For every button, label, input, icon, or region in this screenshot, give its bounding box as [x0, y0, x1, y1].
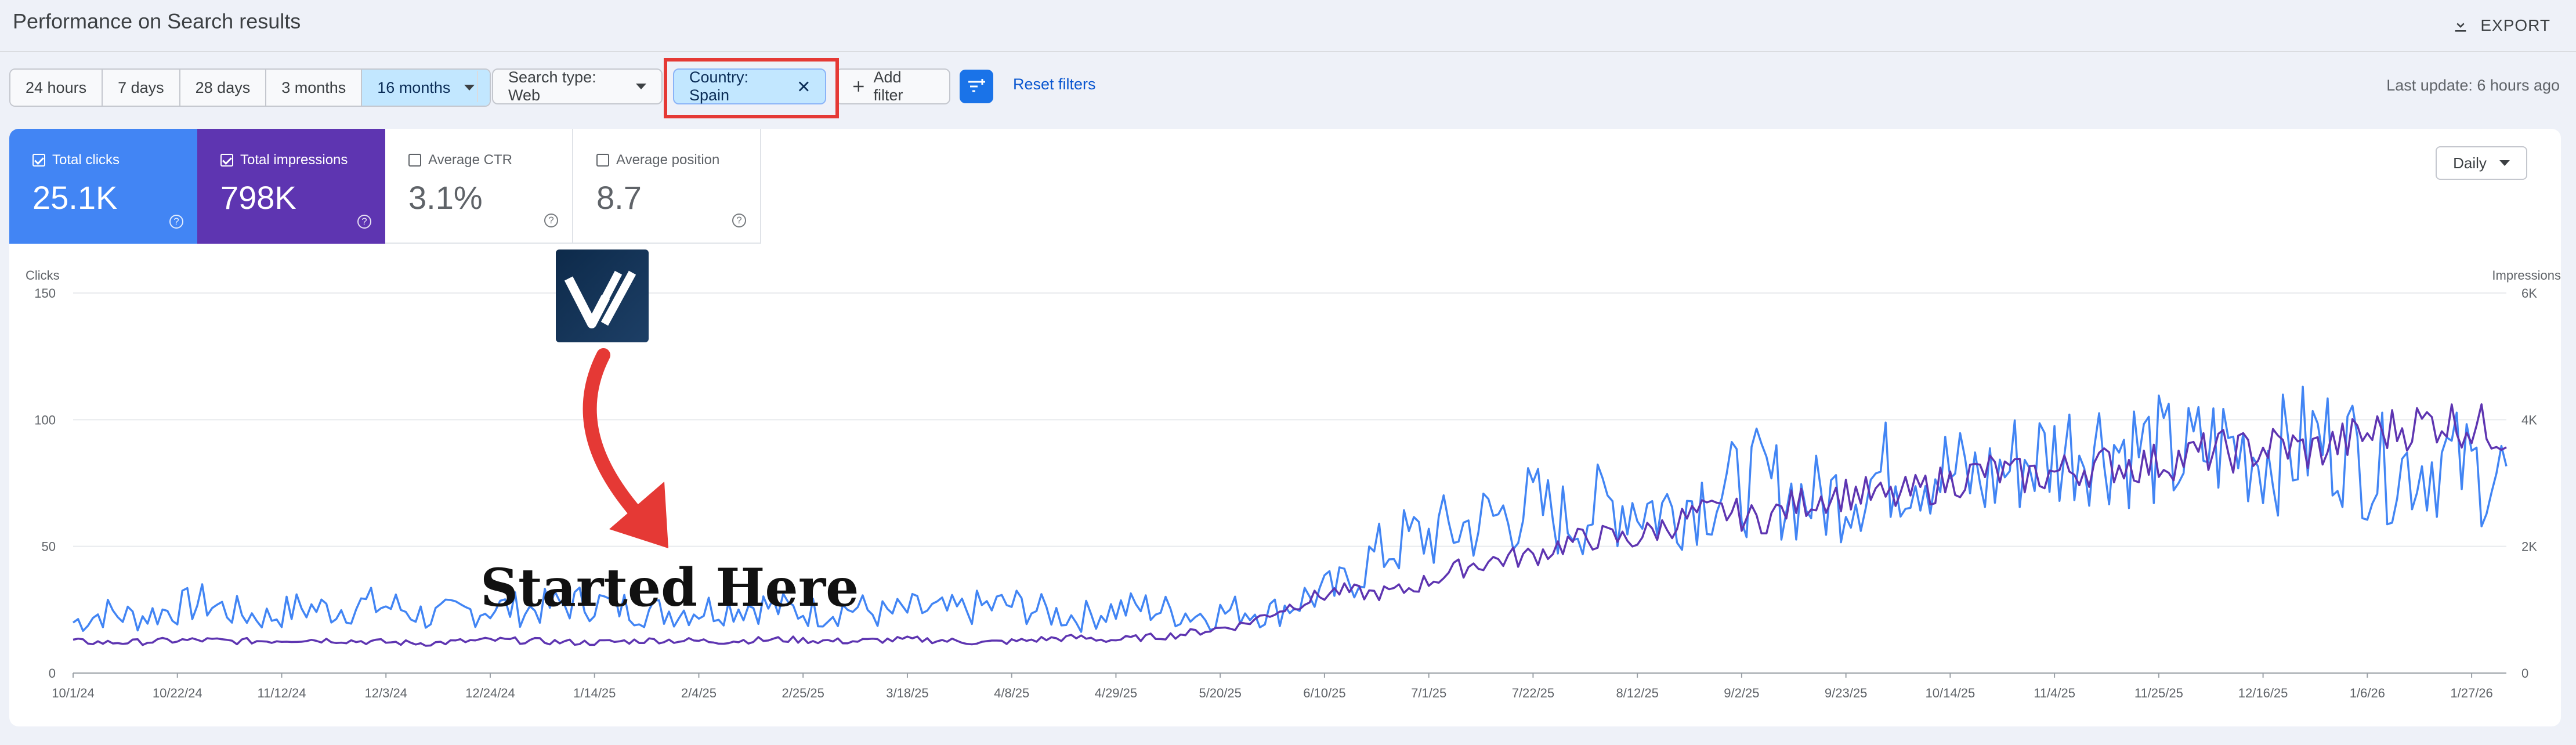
x-tick-label: 1/27/26 — [2450, 686, 2492, 700]
range-28-days[interactable]: 28 days — [180, 70, 267, 106]
y-left-tick-label: 150 — [34, 286, 56, 301]
annotation-text: Started Here — [480, 557, 859, 619]
download-icon — [2455, 17, 2466, 32]
x-tick-label: 10/14/25 — [1926, 686, 1976, 700]
brand-logo — [556, 249, 649, 342]
help-icon[interactable]: ? — [732, 214, 746, 227]
x-tick-label: 2/4/25 — [681, 686, 717, 700]
filter-list-icon — [968, 79, 985, 92]
clicks-series-line — [72, 385, 2508, 633]
range-7-days[interactable]: 7 days — [103, 70, 180, 106]
x-tick-label: 12/24/24 — [465, 686, 515, 700]
x-tick-label: 9/2/25 — [1724, 686, 1759, 700]
x-tick-label: 7/22/25 — [1512, 686, 1554, 700]
y-right-tick-label: 6K — [2521, 286, 2537, 301]
add-filter-button[interactable]: Add filter — [835, 68, 950, 104]
range-24-hours[interactable]: 24 hours — [10, 70, 103, 106]
chevron-down-icon — [636, 84, 646, 89]
x-tick-label: 9/23/25 — [1825, 686, 1867, 700]
divider — [477, 71, 478, 102]
x-tick-label: 8/12/25 — [1616, 686, 1658, 700]
metric-value: 798K — [220, 179, 296, 216]
page-title: Performance on Search results — [13, 9, 301, 33]
granularity-select[interactable]: Daily — [2436, 146, 2527, 180]
metric-label: Average position — [616, 152, 720, 168]
impressions-series-line — [73, 403, 2507, 647]
country-filter-label: Country: Spain — [689, 68, 749, 104]
metric-average-position[interactable]: Average position 8.7 ? — [573, 129, 761, 244]
metric-label: Total impressions — [240, 152, 348, 168]
reset-filters-link[interactable]: Reset filters — [1013, 75, 1096, 93]
metric-total-impressions[interactable]: Total impressions 798K ? — [197, 129, 385, 244]
filter-settings-button[interactable] — [960, 70, 993, 103]
range-16-months[interactable]: 16 months — [362, 70, 490, 106]
range-16-months-label: 16 months — [377, 79, 451, 96]
x-tick-label: 11/12/24 — [257, 686, 306, 700]
chevron-down-icon — [2499, 160, 2510, 166]
y-left-tick-label: 100 — [34, 413, 56, 427]
x-tick-label: 4/8/25 — [994, 686, 1029, 700]
range-3-months[interactable]: 3 months — [266, 70, 363, 106]
metric-label: Average CTR — [428, 152, 512, 168]
search-type-label: Search type: Web — [508, 68, 596, 104]
x-tick-label: 12/16/25 — [2238, 686, 2288, 700]
chevron-down-icon — [464, 85, 475, 91]
y-right-tick-label: 2K — [2521, 540, 2537, 554]
help-icon[interactable]: ? — [357, 215, 371, 229]
x-tick-label: 11/25/25 — [2134, 686, 2183, 700]
performance-card: Total clicks 25.1K ? Total impressions 7… — [9, 129, 2561, 726]
y-left-axis-title: Clicks — [26, 268, 60, 283]
x-tick-label: 1/14/25 — [573, 686, 616, 700]
search-type-filter[interactable]: Search type: Web — [492, 68, 663, 104]
y-left-tick-label: 0 — [49, 666, 56, 681]
x-tick-label: 4/29/25 — [1095, 686, 1137, 700]
checkbox-icon[interactable] — [408, 154, 421, 167]
metric-total-clicks[interactable]: Total clicks 25.1K ? — [9, 129, 197, 244]
x-tick-label: 3/18/25 — [886, 686, 928, 700]
annotation-arrow — [583, 348, 668, 548]
x-tick-label: 1/6/26 — [2350, 686, 2385, 700]
country-filter-chip[interactable]: Country: Spain — [673, 68, 826, 104]
y-right-tick-label: 0 — [2521, 666, 2528, 681]
y-left-tick-label: 50 — [42, 540, 56, 554]
x-tick-label: 5/20/25 — [1199, 686, 1241, 700]
x-tick-label: 11/4/25 — [2034, 686, 2075, 700]
x-tick-label: 12/3/24 — [365, 686, 407, 700]
x-tick-label: 10/22/24 — [153, 686, 202, 700]
add-filter-label: Add filter — [873, 68, 903, 104]
help-icon[interactable]: ? — [169, 215, 183, 229]
granularity-label: Daily — [2453, 154, 2487, 172]
metric-value: 8.7 — [596, 179, 642, 216]
export-button[interactable]: EXPORT — [2451, 8, 2550, 43]
metric-average-ctr[interactable]: Average CTR 3.1% ? — [385, 129, 573, 244]
x-tick-label: 7/1/25 — [1411, 686, 1446, 700]
checkbox-icon[interactable] — [32, 154, 45, 167]
metric-value: 3.1% — [408, 179, 483, 216]
top-bar: Performance on Search results EXPORT — [0, 0, 2576, 52]
export-label: EXPORT — [2480, 16, 2550, 34]
plus-icon — [853, 81, 864, 92]
checkbox-icon[interactable] — [220, 154, 233, 167]
x-tick-label: 2/25/25 — [782, 686, 824, 700]
x-tick-label: 6/10/25 — [1303, 686, 1345, 700]
metric-value: 25.1K — [32, 179, 118, 216]
help-icon[interactable]: ? — [544, 214, 558, 227]
annotation-highlight-box — [664, 58, 839, 118]
checkbox-icon[interactable] — [596, 154, 609, 167]
date-range-selector: 24 hours 7 days 28 days 3 months 16 mont… — [9, 68, 491, 107]
y-right-tick-label: 4K — [2521, 413, 2537, 427]
last-update-text: Last update: 6 hours ago — [2386, 77, 2560, 94]
filter-bar: 24 hours 7 days 28 days 3 months 16 mont… — [0, 68, 2576, 107]
y-right-axis-title: Impressions — [2492, 268, 2561, 283]
metric-label: Total clicks — [52, 152, 120, 168]
logo-mark-icon — [564, 270, 636, 328]
close-icon[interactable] — [798, 80, 810, 93]
x-tick-label: 10/1/24 — [52, 686, 94, 700]
